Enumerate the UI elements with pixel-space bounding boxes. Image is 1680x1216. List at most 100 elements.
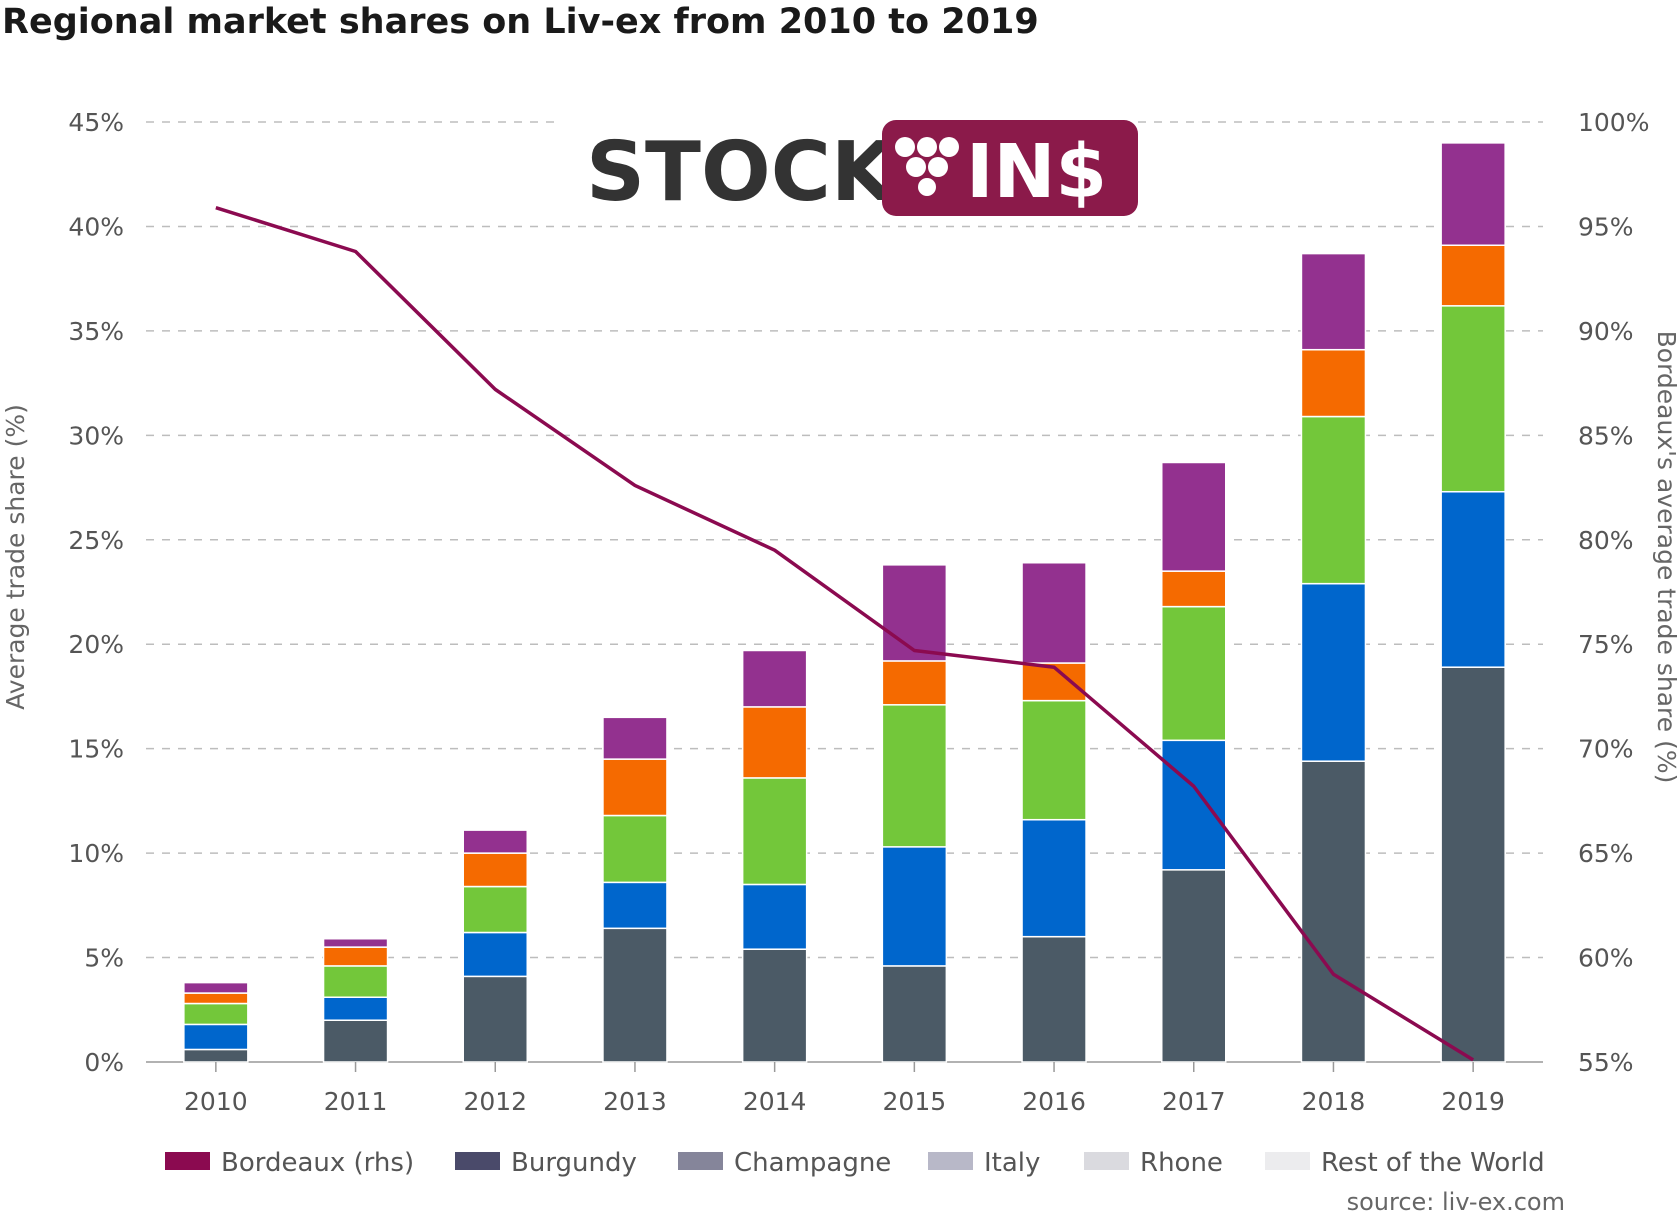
bar-segment-italy — [1021, 699, 1087, 821]
right-axis-ticks: 55% 60% 65% 70% 75% 80% 85% 90% 95% 100% — [1578, 108, 1649, 1077]
bar-segment-burgundy — [322, 1019, 389, 1063]
bar-segment-rest-of-the-world — [741, 649, 808, 708]
legend-swatch — [1265, 1152, 1310, 1170]
legend-swatch — [455, 1152, 500, 1170]
bar-segment-rhone — [602, 758, 668, 817]
bar-segment-champagne — [183, 1023, 249, 1051]
bar-segment-rhone — [183, 992, 249, 1005]
bar-segment-burgundy — [1440, 666, 1506, 1063]
y2-tick-label: 85% — [1578, 421, 1634, 450]
bar-segment-rest-of-the-world — [462, 829, 528, 854]
bar-segment-rest-of-the-world — [322, 938, 389, 948]
legend-label: Rest of the World — [1321, 1148, 1545, 1178]
left-axis-ticks: 0% 5% 10% 15% 20% 25% 30% 35% 40% 45% — [68, 108, 124, 1077]
x-axis-ticks: 2010 2011 2012 2013 2014 2015 2016 2017 2018 2019 — [184, 1062, 1505, 1116]
y2-tick-label: 70% — [1578, 735, 1634, 764]
chart-title: Regional market shares on Liv-ex from 20… — [2, 2, 1039, 42]
bar-segment-champagne — [322, 996, 389, 1021]
y-tick-label: 35% — [68, 317, 124, 346]
bar-segment-champagne — [741, 883, 808, 950]
bar-segment-rhone — [881, 660, 948, 706]
legend-swatch — [1084, 1152, 1129, 1170]
bar-segment-italy — [881, 704, 948, 848]
legend-label: Champagne — [734, 1148, 891, 1178]
x-tick-label: 2013 — [603, 1087, 667, 1116]
bar-segment-italy — [322, 965, 389, 998]
bar-segment-italy — [1440, 305, 1506, 493]
bar-segment-burgundy — [183, 1048, 249, 1063]
y-tick-label: 0% — [84, 1048, 124, 1077]
y2-tick-label: 80% — [1578, 526, 1634, 555]
bar-segment-burgundy — [1300, 760, 1367, 1063]
bordeaux-line — [215, 205, 1475, 1062]
bar-segment-burgundy — [1021, 935, 1087, 1063]
bar-segment-rhone — [1161, 570, 1227, 608]
bar-segment-champagne — [1021, 818, 1087, 938]
logo-text-ins: IN$ — [966, 129, 1107, 215]
bar-segment-rest-of-the-world — [1161, 461, 1227, 572]
bar-segment-italy — [1161, 605, 1227, 742]
bar-segment-burgundy — [462, 975, 528, 1063]
bar-segment-rhone — [462, 852, 528, 888]
bar-segment-champagne — [1161, 739, 1227, 871]
bar-segment-rest-of-the-world — [881, 564, 948, 662]
bar-segment-burgundy — [1161, 869, 1227, 1063]
bar-segment-rest-of-the-world — [1440, 142, 1506, 246]
legend-swatch — [928, 1152, 973, 1170]
bar-segment-italy — [462, 885, 528, 934]
y-tick-label: 40% — [68, 212, 124, 241]
source-note: source: liv-ex.com — [1346, 1188, 1565, 1216]
y-tick-label: 5% — [84, 944, 124, 973]
y-tick-label: 10% — [68, 839, 124, 868]
x-tick-label: 2016 — [1022, 1087, 1086, 1116]
legend-label: Italy — [984, 1148, 1040, 1178]
logo-text-stock: STOCK — [586, 125, 898, 220]
x-tick-label: 2010 — [184, 1087, 248, 1116]
y2-axis-title: Bordeaux's average trade share (%) — [1652, 331, 1680, 784]
y2-tick-label: 90% — [1578, 317, 1634, 346]
legend: Bordeaux (rhs) Burgundy Champagne Italy Rhon… — [165, 1148, 1545, 1178]
bar-segment-champagne — [881, 846, 948, 967]
bars — [183, 142, 1506, 1063]
y-tick-label: 20% — [68, 630, 124, 659]
x-tick-label: 2017 — [1162, 1087, 1226, 1116]
x-tick-label: 2012 — [463, 1087, 527, 1116]
bar-segment-burgundy — [741, 948, 808, 1063]
bar-segment-italy — [183, 1002, 249, 1026]
y-axis-title: Average trade share (%) — [1, 404, 30, 710]
bar-segment-burgundy — [881, 965, 948, 1063]
legend-label: Rhone — [1140, 1148, 1223, 1178]
x-tick-label: 2011 — [324, 1087, 388, 1116]
bar-segment-rest-of-the-world — [1021, 562, 1087, 664]
bar-segment-rhone — [1300, 348, 1367, 418]
x-tick-label: 2014 — [743, 1087, 807, 1116]
legend-label: Burgundy — [511, 1148, 637, 1178]
y-tick-label: 15% — [68, 735, 124, 764]
y2-tick-label: 75% — [1578, 630, 1634, 659]
y2-tick-label: 60% — [1578, 944, 1634, 973]
x-tick-label: 2015 — [883, 1087, 947, 1116]
y-tick-label: 30% — [68, 421, 124, 450]
bar-segment-rhone — [1440, 244, 1506, 307]
bar-segment-champagne — [602, 881, 668, 930]
y2-tick-label: 100% — [1578, 108, 1649, 137]
bar-segment-rest-of-the-world — [602, 716, 668, 760]
bordeaux-line-path — [215, 205, 1475, 1062]
y2-tick-label: 55% — [1578, 1048, 1634, 1077]
bar-segment-italy — [1300, 415, 1367, 585]
bar-segment-champagne — [1300, 582, 1367, 762]
bar-segment-rhone — [322, 946, 389, 967]
bar-segment-champagne — [462, 931, 528, 978]
bar-segment-italy — [741, 777, 808, 886]
bar-segment-rest-of-the-world — [183, 981, 249, 994]
bar-segment-burgundy — [602, 927, 668, 1063]
bar-segment-rhone — [741, 706, 808, 779]
legend-swatch — [165, 1152, 210, 1170]
x-tick-label: 2019 — [1441, 1087, 1505, 1116]
y-tick-label: 45% — [68, 108, 124, 137]
bar-segment-rest-of-the-world — [1300, 252, 1367, 351]
y2-tick-label: 65% — [1578, 839, 1634, 868]
legend-swatch — [678, 1152, 723, 1170]
bar-segment-champagne — [1440, 490, 1506, 668]
